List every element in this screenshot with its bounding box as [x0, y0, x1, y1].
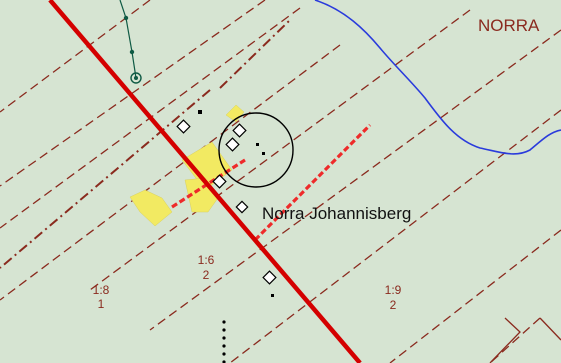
- district-boundary: [219, 19, 291, 89]
- parcel-sub: 2: [390, 298, 397, 312]
- district-boundary: [0, 89, 211, 269]
- stream: [314, 0, 561, 155]
- house-icon: [176, 119, 191, 134]
- region-label: NORRA: [478, 16, 540, 35]
- parcel-number: 1:8: [93, 283, 110, 297]
- property-line: [489, 317, 541, 363]
- property-line: [389, 229, 561, 363]
- place-label: Norra Johannisberg: [262, 204, 411, 223]
- parcel-sub: 2: [203, 268, 210, 282]
- property-line: [149, 29, 561, 331]
- house-icon: [212, 174, 227, 189]
- parcel-number: 1:6: [198, 253, 215, 267]
- parcel-labels: 1:8 1 1:6 2 1:9 2: [93, 253, 402, 312]
- house-symbols: [176, 119, 277, 285]
- house-icon: [262, 270, 277, 285]
- parcel-sub: 1: [98, 297, 105, 311]
- point-markers: [198, 110, 274, 363]
- parcel-corner-marks: [489, 317, 561, 363]
- building-area: [129, 189, 173, 227]
- power-line: [119, 0, 142, 84]
- property-line: [0, 44, 341, 301]
- trail: [171, 158, 246, 209]
- parcel-number: 1:9: [385, 283, 402, 297]
- property-line: [0, 0, 266, 187]
- district-boundaries: [0, 19, 291, 269]
- house-icon: [225, 137, 240, 152]
- trail: [253, 123, 372, 242]
- main-road: [48, 0, 362, 363]
- parcel-corner: [539, 317, 561, 341]
- property-line: [89, 9, 471, 291]
- highlight-circle: [218, 112, 294, 188]
- building-area: [225, 104, 245, 123]
- parcel-corner: [489, 317, 521, 363]
- power-station-symbol: [130, 72, 142, 84]
- house-icon: [235, 200, 249, 214]
- trails: [171, 123, 372, 242]
- house-icon: [232, 123, 247, 138]
